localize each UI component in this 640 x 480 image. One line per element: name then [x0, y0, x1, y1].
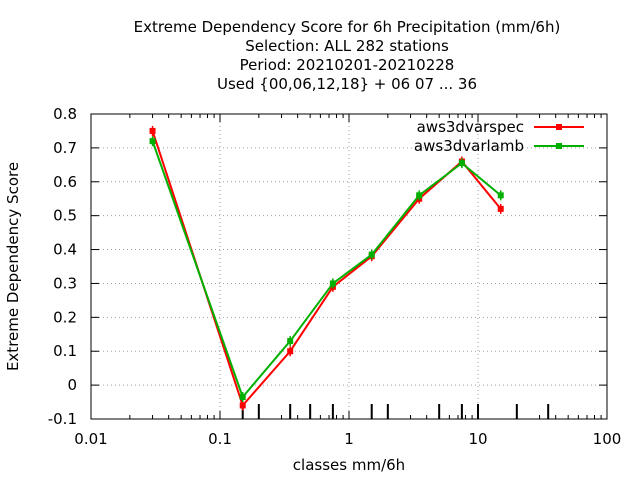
class-marks [241, 404, 550, 419]
y-tick-label: 0.8 [53, 105, 77, 123]
title-line: Extreme Dependency Score for 6h Precipit… [134, 18, 561, 36]
y-tick-label: 0.3 [53, 274, 77, 292]
x-tick-label: 0.1 [208, 430, 232, 448]
legend-label: aws3dvarlamb [414, 137, 524, 155]
legend-swatch-point [556, 124, 562, 130]
series-line [151, 140, 502, 399]
x-tick-label: 100 [593, 430, 622, 448]
title-line: Selection: ALL 282 stations [245, 37, 449, 55]
legend-label: aws3dvarspec [417, 118, 524, 136]
data-point [458, 160, 465, 167]
legend-item: aws3dvarlamb [414, 137, 584, 155]
grid [90, 113, 608, 420]
y-axis-label: Extreme Dependency Score [4, 162, 22, 371]
y-tick-label: 0.2 [53, 308, 77, 326]
data-point [368, 251, 375, 258]
data-point [416, 192, 423, 199]
title-line: Used {00,06,12,18} + 06 07 ... 36 [217, 75, 477, 93]
x-axis-label: classes mm/6h [293, 456, 405, 474]
x-tick-label: 0.01 [74, 430, 107, 448]
title-line: Period: 20210201-20210228 [240, 56, 455, 74]
y-tick-label: 0 [67, 376, 77, 394]
data-point [287, 348, 294, 355]
data-point [239, 402, 246, 409]
x-tick-label: 1 [344, 430, 354, 448]
data-point [239, 393, 246, 400]
data-point [149, 127, 156, 134]
legend-item: aws3dvarspec [417, 118, 584, 136]
data-point [149, 138, 156, 145]
x-axis: 0.01 0.1 1 10 100 [74, 114, 621, 448]
y-tick-label: 0.7 [53, 139, 77, 157]
data-point [287, 338, 294, 345]
series [149, 125, 504, 411]
data-point [497, 192, 504, 199]
data-point [329, 280, 336, 287]
y-tick-label: -0.1 [48, 410, 77, 428]
y-axis: -0.1 0 0.1 0.2 0.3 0.4 0.5 0.6 0.7 0.8 [48, 105, 607, 428]
chart-title: Extreme Dependency Score for 6h Precipit… [134, 18, 561, 93]
y-tick-label: 0.6 [53, 173, 77, 191]
y-tick-label: 0.5 [53, 207, 77, 225]
series-aws3dvarlamb [149, 136, 504, 402]
data-point [497, 205, 504, 212]
y-tick-label: 0.4 [53, 241, 77, 259]
legend-swatch-point [556, 143, 562, 149]
x-tick-label: 10 [468, 430, 487, 448]
y-tick-label: 0.1 [53, 342, 77, 360]
series-aws3dvarspec [149, 125, 504, 411]
